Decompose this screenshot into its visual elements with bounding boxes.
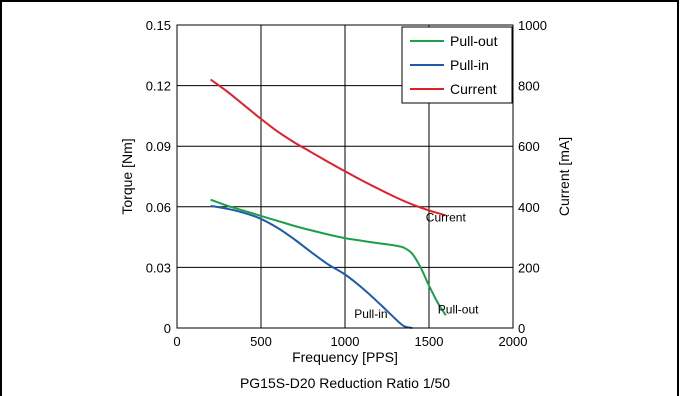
left-y-tick-label: 0.03: [146, 260, 171, 275]
left-y-axis-title: Torque [Nm]: [119, 138, 135, 214]
right-y-axis-title: Current [mA]: [556, 137, 572, 216]
annotation-label: Pull-out: [438, 302, 479, 316]
left-y-tick-label: 0.06: [146, 200, 171, 215]
x-axis-title: Frequency [PPS]: [292, 349, 398, 365]
right-y-tick-label: 200: [518, 260, 540, 275]
legend-label: Pull-in: [450, 57, 489, 73]
left-y-tick-label: 0.12: [146, 79, 171, 94]
chart-title: PG15S-D20 Reduction Ratio 1/50: [240, 375, 450, 391]
x-tick-label: 1500: [415, 334, 444, 349]
right-y-tick-label: 0: [518, 321, 525, 336]
annotation-label: Pull-in: [354, 307, 387, 321]
plot-border: [176, 24, 514, 329]
left-y-tick-label: 0: [164, 321, 171, 336]
x-tick-label: 2000: [499, 334, 528, 349]
series-lines: [210, 78, 447, 329]
right-y-tick-label: 800: [518, 79, 540, 94]
left-y-tick-label: 0.15: [146, 18, 171, 33]
legend-label: Current: [450, 81, 497, 97]
tick-labels: 0 500 1000 1500 200000.030.060.090.120.15020…: [146, 18, 547, 349]
x-tick-label: 1000: [331, 334, 360, 349]
right-y-tick-label: 1000: [518, 18, 547, 33]
right-y-tick-label: 600: [518, 139, 540, 154]
x-tick-label: 0: [173, 334, 180, 349]
annotations: Current Pull-out Pull-in: [354, 210, 479, 321]
series-line-pull-out: [210, 198, 447, 316]
series-line-pull-in: [210, 204, 413, 329]
legend-label: Pull-out: [450, 33, 498, 49]
series-line-current: [210, 78, 447, 217]
right-y-tick-label: 400: [518, 200, 540, 215]
legend: Pull-out Pull-in Current: [401, 26, 513, 104]
left-y-tick-label: 0.09: [146, 139, 171, 154]
annotation-label: Current: [426, 210, 467, 224]
x-tick-label: 500: [250, 334, 272, 349]
